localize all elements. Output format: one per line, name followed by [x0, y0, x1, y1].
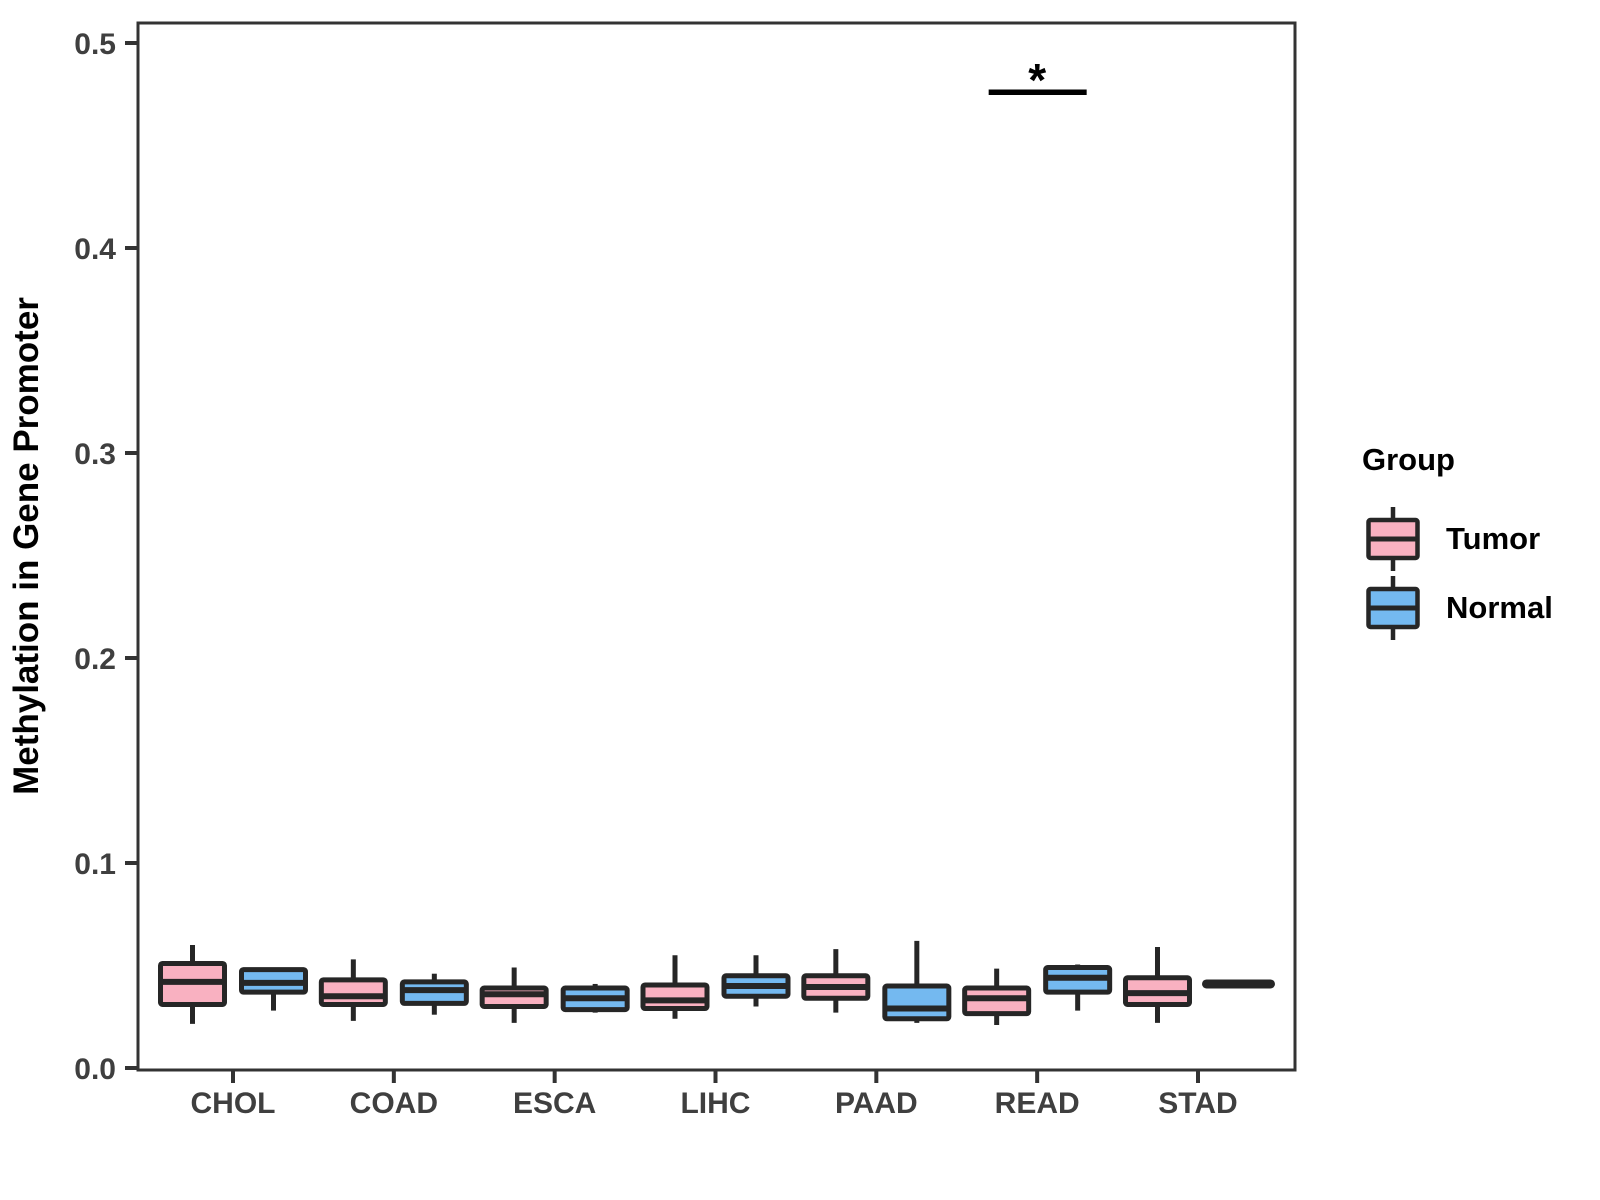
box-normal-PAAD: [882, 940, 952, 1023]
box-tumor-LIHC: [640, 955, 710, 1019]
box-tumor-CHOL: [158, 945, 227, 1024]
box-tumor-COAD: [318, 959, 388, 1021]
legend-title: Group: [1362, 442, 1455, 477]
x-tick-label: ESCA: [513, 1087, 596, 1120]
box-tumor-PAAD: [801, 949, 871, 1013]
x-tick-label: PAAD: [835, 1087, 918, 1120]
y-tick-label: 0.2: [74, 643, 116, 676]
box-normal-CHOL: [239, 967, 308, 1011]
significance-star: *: [1028, 54, 1046, 106]
y-tick-label: 0.4: [74, 233, 116, 266]
legend-entry-label-tumor: Tumor: [1446, 520, 1541, 556]
box-normal-ESCA: [560, 983, 630, 1013]
box: [882, 983, 952, 1022]
box-tumor-STAD: [1122, 947, 1192, 1023]
boxplot-key-tumor-icon: [1366, 506, 1420, 571]
box: [318, 977, 388, 1007]
y-tick-label: 0.0: [74, 1053, 116, 1086]
significance-annotation: *: [988, 54, 1087, 106]
box-normal-LIHC: [721, 955, 791, 1007]
x-axis: CHOL COAD ESCA LIHC PAAD READ STAD: [191, 1070, 1238, 1120]
panel-border: [136, 21, 1297, 1072]
box: [640, 982, 710, 1012]
x-tick-label: READ: [995, 1087, 1080, 1120]
x-tick-label: CHOL: [191, 1087, 276, 1120]
legend-entry-normal: Normal: [1332, 573, 1600, 642]
y-tick-label: 0.5: [74, 28, 116, 61]
y-tick-label: 0.3: [74, 438, 116, 471]
box-tumor-READ: [962, 968, 1032, 1025]
box-normal-COAD: [399, 973, 469, 1015]
legend-entry-label-normal: Normal: [1446, 589, 1553, 625]
y-axis-title: Methylation in Gene Promoter: [7, 297, 46, 795]
box-tumor-ESCA: [479, 967, 549, 1023]
x-tick-label: STAD: [1158, 1087, 1237, 1120]
x-tick-label: COAD: [350, 1087, 438, 1120]
boxplot-key-normal-icon: [1366, 575, 1420, 640]
legend-entry-tumor: Tumor: [1332, 504, 1600, 573]
box: [479, 985, 549, 1009]
legend: Group Tumor Normal: [1332, 442, 1600, 642]
y-tick-label: 0.1: [74, 848, 116, 881]
y-axis: 0.0 0.1 0.2 0.3 0.4 0.5: [74, 28, 138, 1086]
x-tick-label: LIHC: [680, 1087, 750, 1120]
box-normal-READ: [1043, 964, 1113, 1011]
